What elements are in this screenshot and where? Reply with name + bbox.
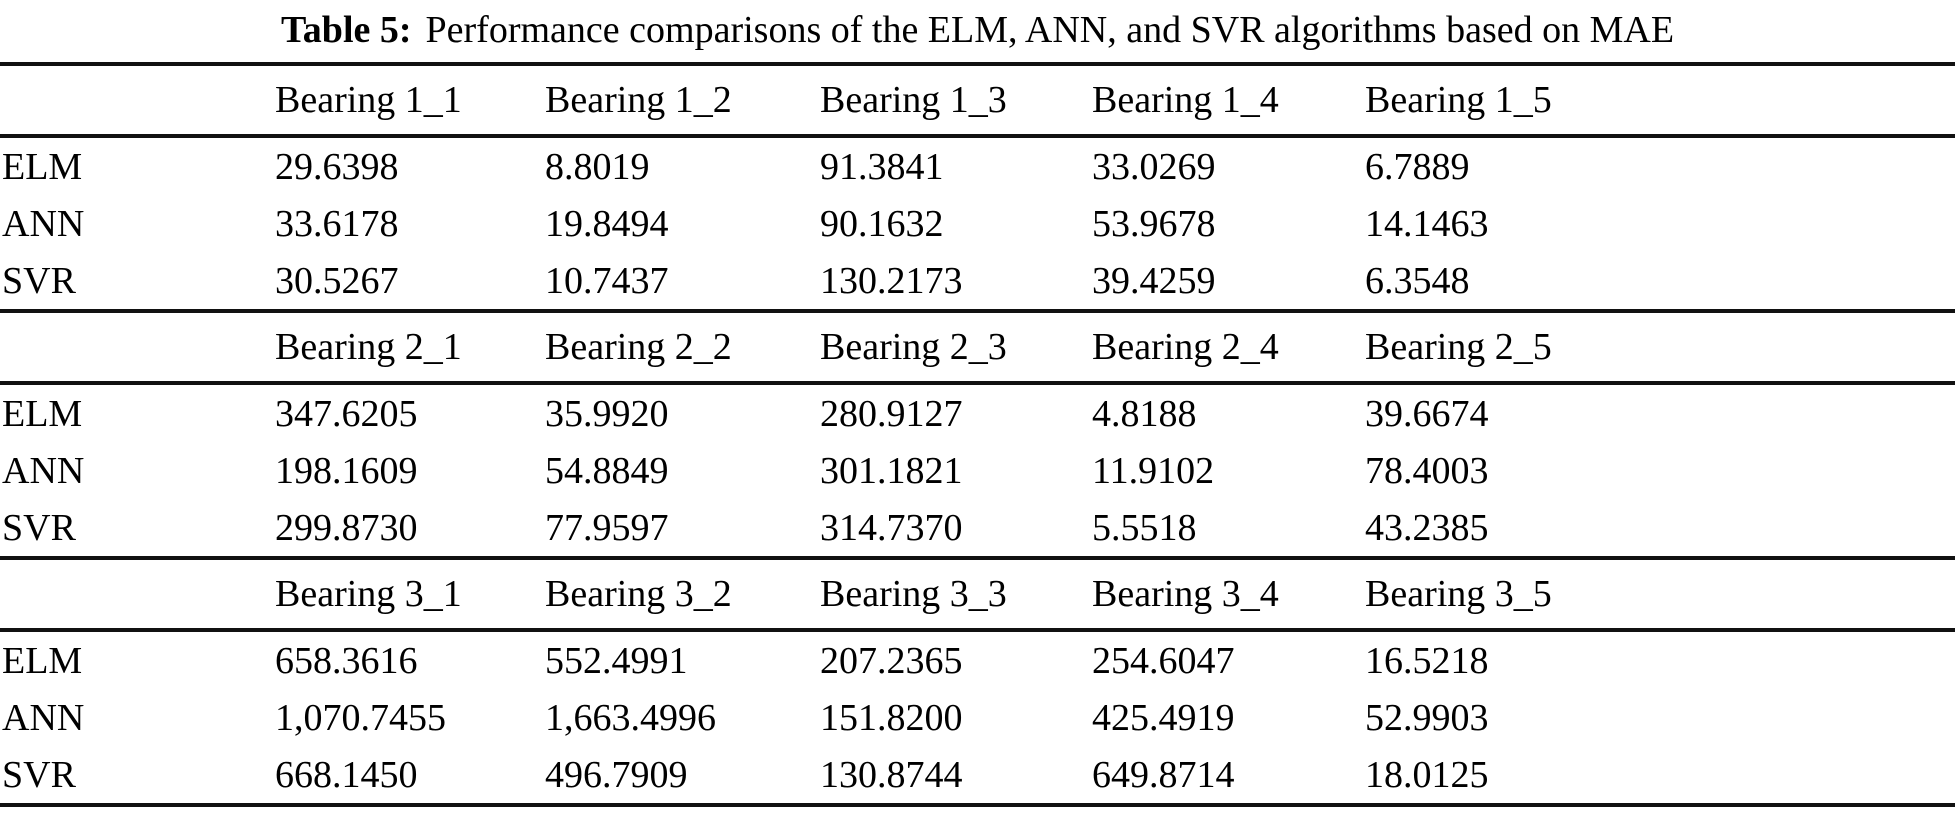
table-cell: 207.2365 — [820, 639, 963, 682]
table-row-ann: ANN 33.6178 19.8494 90.1632 53.9678 14.1… — [0, 195, 1955, 252]
table-cell: 552.4991 — [545, 639, 688, 682]
table-cell: 19.8494 — [545, 202, 669, 245]
column-header: Bearing 3_5 — [1365, 556, 1955, 632]
row-label: SVR — [2, 259, 76, 302]
table-cell: 77.9597 — [545, 506, 669, 549]
table-cell: 4.8188 — [1092, 392, 1197, 435]
table-cell: 425.4919 — [1092, 696, 1235, 739]
row-label: SVR — [2, 506, 76, 549]
table-cell: 280.9127 — [820, 392, 963, 435]
table-cell: 6.3548 — [1365, 259, 1470, 302]
table-cell: 90.1632 — [820, 202, 944, 245]
table-row-ann: ANN 1,070.7455 1,663.4996 151.8200 425.4… — [0, 689, 1955, 746]
row-label: ELM — [2, 145, 83, 188]
table-caption-text: Performance comparisons of the ELM, ANN,… — [425, 9, 1675, 51]
table-cell: 254.6047 — [1092, 639, 1235, 682]
table-cell: 29.6398 — [275, 145, 399, 188]
table-cell: 301.1821 — [820, 449, 963, 492]
column-header-blank — [0, 556, 275, 632]
table-cell: 198.1609 — [275, 449, 418, 492]
table-section-bearing-1: Bearing 1_1 Bearing 1_2 Bearing 1_3 Bear… — [0, 62, 1955, 311]
table-cell: 130.2173 — [820, 259, 963, 302]
row-label: ELM — [2, 392, 83, 435]
row-label: ANN — [2, 449, 85, 492]
table-row-ann: ANN 198.1609 54.8849 301.1821 11.9102 78… — [0, 442, 1955, 499]
column-header-blank — [0, 62, 275, 138]
table-section-bearing-2: Bearing 2_1 Bearing 2_2 Bearing 2_3 Bear… — [0, 309, 1955, 558]
table-row-elm: ELM 29.6398 8.8019 91.3841 33.0269 6.788… — [0, 136, 1955, 195]
table-cell: 78.4003 — [1365, 449, 1489, 492]
table-header-row: Bearing 2_1 Bearing 2_2 Bearing 2_3 Bear… — [0, 309, 1955, 385]
table-cell: 130.8744 — [820, 746, 1092, 807]
table-header-row: Bearing 1_1 Bearing 1_2 Bearing 1_3 Bear… — [0, 62, 1955, 138]
table-row-svr: SVR 299.8730 77.9597 314.7370 5.5518 43.… — [0, 499, 1955, 558]
table-cell: 668.1450 — [275, 746, 545, 807]
table-cell: 53.9678 — [1092, 202, 1216, 245]
table-cell: 52.9903 — [1365, 696, 1489, 739]
table-row-svr: SVR 30.5267 10.7437 130.2173 39.4259 6.3… — [0, 252, 1955, 311]
table-cell: 151.8200 — [820, 696, 963, 739]
table-cell: 39.4259 — [1092, 259, 1216, 302]
table-cell: 16.5218 — [1365, 639, 1489, 682]
column-header: Bearing 1_5 — [1365, 62, 1955, 138]
table-row-svr: SVR 668.1450 496.7909 130.8744 649.8714 … — [0, 746, 1955, 807]
table-caption-label: Table 5: — [280, 9, 412, 51]
table-cell: 54.8849 — [545, 449, 669, 492]
table-cell: 35.9920 — [545, 392, 669, 435]
column-header: Bearing 1_4 — [1092, 62, 1365, 138]
table-cell: 649.8714 — [1092, 746, 1365, 807]
column-header-blank — [0, 309, 275, 385]
table-cell: 33.0269 — [1092, 145, 1216, 188]
table-cell: 1,070.7455 — [275, 696, 446, 739]
table-caption: Table 5: Performance comparisons of the E… — [0, 0, 1955, 62]
row-label: SVR — [0, 746, 275, 807]
table-cell: 314.7370 — [820, 506, 963, 549]
column-header: Bearing 2_1 — [275, 309, 545, 385]
table-cell: 1,663.4996 — [545, 696, 716, 739]
table-section-bearing-3: Bearing 3_1 Bearing 3_2 Bearing 3_3 Bear… — [0, 556, 1955, 807]
column-header: Bearing 2_3 — [820, 309, 1092, 385]
table-cell: 11.9102 — [1092, 449, 1215, 492]
row-label: ANN — [2, 202, 85, 245]
column-header: Bearing 2_4 — [1092, 309, 1365, 385]
table-cell: 496.7909 — [545, 746, 820, 807]
table-header-row: Bearing 3_1 Bearing 3_2 Bearing 3_3 Bear… — [0, 556, 1955, 632]
table-cell: 6.7889 — [1365, 145, 1470, 188]
table-cell: 30.5267 — [275, 259, 399, 302]
table-cell: 347.6205 — [275, 392, 418, 435]
column-header: Bearing 3_2 — [545, 556, 820, 632]
column-header: Bearing 2_2 — [545, 309, 820, 385]
table-cell: 91.3841 — [820, 145, 944, 188]
column-header: Bearing 1_2 — [545, 62, 820, 138]
table-cell: 658.3616 — [275, 639, 418, 682]
column-header: Bearing 3_1 — [275, 556, 545, 632]
table-cell: 18.0125 — [1365, 746, 1955, 807]
table-cell: 8.8019 — [545, 145, 650, 188]
row-label: ELM — [2, 639, 83, 682]
table-row-elm: ELM 347.6205 35.9920 280.9127 4.8188 39.… — [0, 383, 1955, 442]
column-header: Bearing 3_4 — [1092, 556, 1365, 632]
performance-table: Bearing 1_1 Bearing 1_2 Bearing 1_3 Bear… — [0, 62, 1955, 807]
column-header: Bearing 1_3 — [820, 62, 1092, 138]
table-cell: 39.6674 — [1365, 392, 1489, 435]
row-label: ANN — [2, 696, 85, 739]
table-cell: 33.6178 — [275, 202, 399, 245]
column-header: Bearing 1_1 — [275, 62, 545, 138]
table-row-elm: ELM 658.3616 552.4991 207.2365 254.6047 … — [0, 630, 1955, 689]
table-cell: 299.8730 — [275, 506, 418, 549]
table-cell: 5.5518 — [1092, 506, 1197, 549]
column-header: Bearing 3_3 — [820, 556, 1092, 632]
table-cell: 14.1463 — [1365, 202, 1489, 245]
column-header: Bearing 2_5 — [1365, 309, 1955, 385]
table-cell: 43.2385 — [1365, 506, 1489, 549]
table-cell: 10.7437 — [545, 259, 669, 302]
